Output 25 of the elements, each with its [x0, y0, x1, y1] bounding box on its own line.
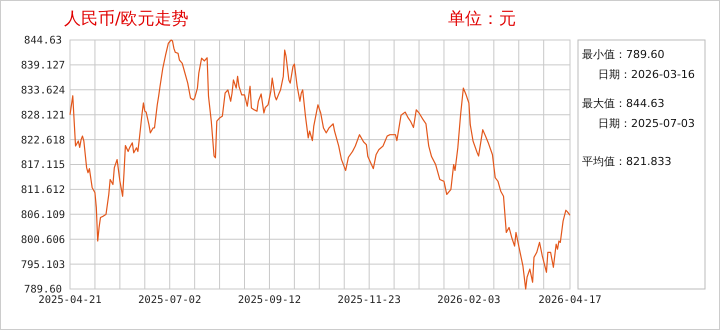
y-tick-label: 817.115 [20, 159, 66, 172]
y-tick-label: 822.618 [20, 134, 66, 146]
x-tick-label: 2025-04-21 [38, 294, 102, 306]
y-tick-label: 811.612 [20, 184, 66, 196]
chart-subtitle: 单位：元 [448, 9, 516, 29]
text: 日期：2025-07-03 [598, 117, 695, 130]
y-tick-label: 844.63 [24, 34, 62, 47]
line-series [69, 39, 571, 290]
x-tick-label: 2025-09-12 [238, 294, 302, 306]
y-tick-label: 800.606 [20, 234, 66, 246]
y-tick-label: 789.60 [24, 284, 62, 296]
x-tick-label: 2025-11-23 [338, 294, 401, 306]
text: 最大值：844.63 [582, 97, 664, 110]
text: 平均值：821.833 [582, 155, 672, 168]
y-tick-label: 795.103 [20, 258, 66, 271]
y-tick-label: 806.109 [20, 208, 66, 221]
chart-title: 人民币/欧元走势 [64, 9, 189, 29]
x-tick-label: 2026-02-03 [437, 294, 500, 306]
y-tick-label: 839.127 [20, 60, 66, 72]
text: 最小值：789.60 [582, 48, 664, 61]
y-tick-label: 833.624 [20, 84, 66, 96]
y-tick-label: 828.121 [20, 109, 66, 122]
x-tick-label: 2025-07-02 [138, 294, 202, 306]
x-tick-label: 2026-04-17 [538, 294, 602, 306]
text: 日期：2026-03-16 [598, 68, 695, 81]
